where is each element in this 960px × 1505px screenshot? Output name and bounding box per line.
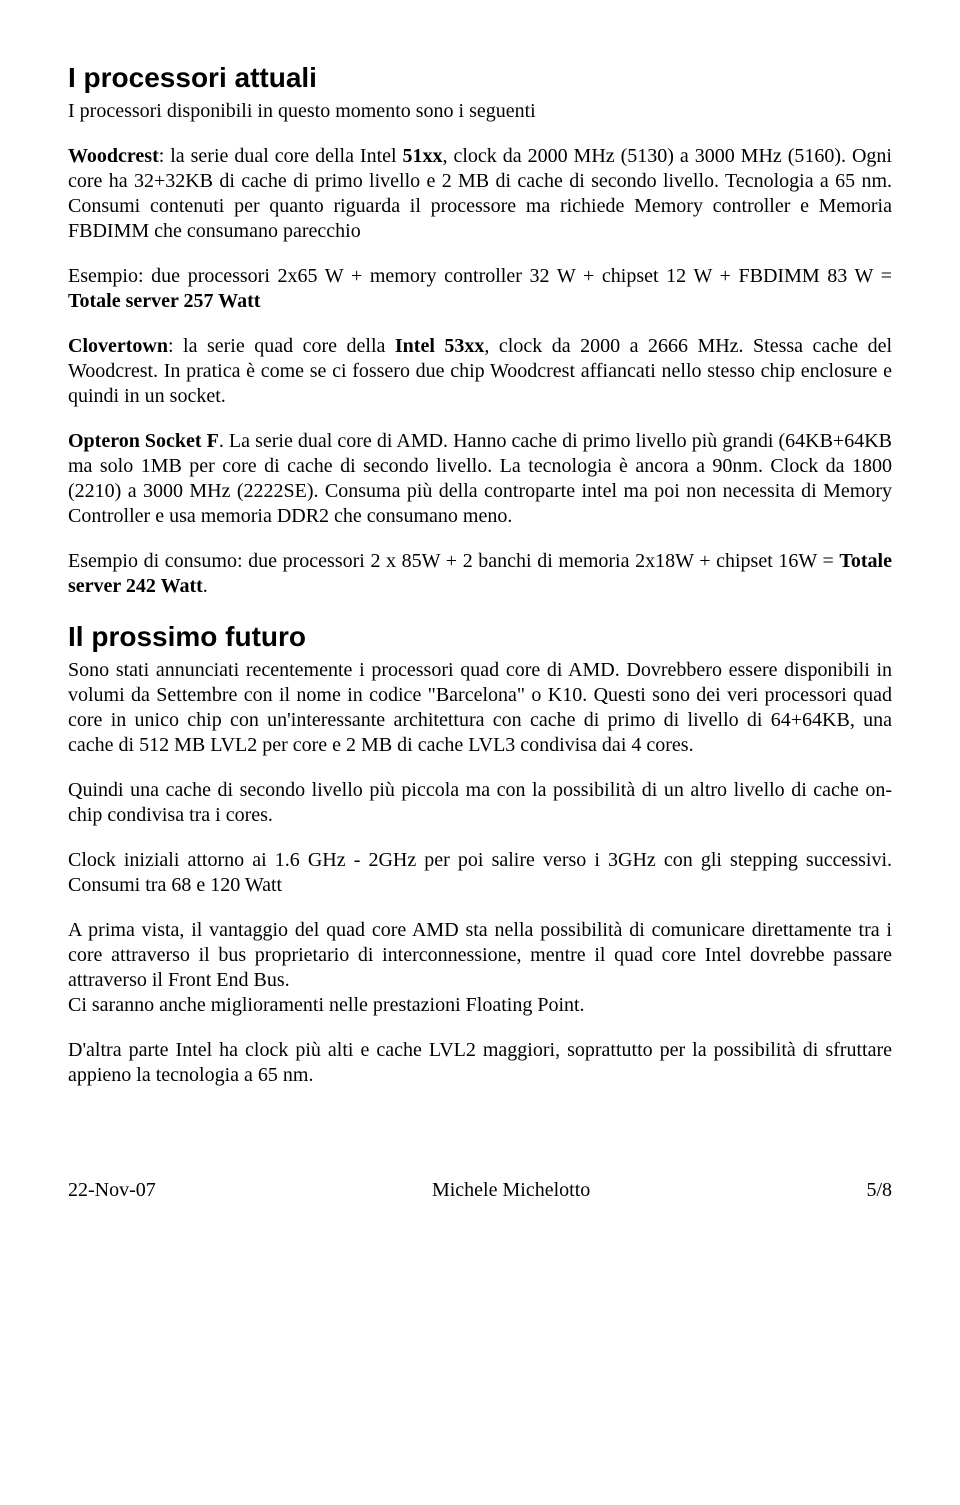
heading-processori-attuali: I processori attuali <box>68 60 892 95</box>
text: Esempio: due processori 2x65 W + memory … <box>68 265 892 287</box>
text: A prima vista, il vantaggio del quad cor… <box>68 919 892 991</box>
text: . <box>203 575 208 597</box>
text: : la serie quad core della <box>168 335 395 357</box>
footer-author: Michele Michelotto <box>432 1178 590 1203</box>
intel-53xx: Intel 53xx <box>395 335 485 357</box>
clock-paragraph: Clock iniziali attorno ai 1.6 GHz - 2GHz… <box>68 848 892 898</box>
text: : la serie dual core della Intel <box>159 145 403 167</box>
opteron-paragraph: Opteron Socket F. La serie dual core di … <box>68 429 892 529</box>
woodcrest-label: Woodcrest <box>68 145 159 167</box>
page-footer: 22-Nov-07 Michele Michelotto 5/8 <box>68 1178 892 1203</box>
totale-257: Totale server 257 Watt <box>68 290 260 312</box>
esempio-woodcrest: Esempio: due processori 2x65 W + memory … <box>68 264 892 314</box>
footer-date: 22-Nov-07 <box>68 1178 156 1203</box>
floating-point-paragraph: Ci saranno anche miglioramenti nelle pre… <box>68 993 892 1018</box>
clovertown-label: Clovertown <box>68 335 168 357</box>
amd-advantage-paragraph: A prima vista, il vantaggio del quad cor… <box>68 918 892 993</box>
clovertown-paragraph: Clovertown: la serie quad core della Int… <box>68 334 892 409</box>
heading-prossimo-futuro: Il prossimo futuro <box>68 619 892 654</box>
intel-advantage-paragraph: D'altra parte Intel ha clock più alti e … <box>68 1038 892 1088</box>
barcelona-paragraph: Sono stati annunciati recentemente i pro… <box>68 658 892 758</box>
intel-51xx: 51xx <box>403 145 443 167</box>
text: Esempio di consumo: due processori 2 x 8… <box>68 550 839 572</box>
cache-paragraph: Quindi una cache di secondo livello più … <box>68 778 892 828</box>
opteron-label: Opteron Socket F <box>68 430 219 452</box>
woodcrest-paragraph: Woodcrest: la serie dual core della Inte… <box>68 144 892 244</box>
intro-paragraph: I processori disponibili in questo momen… <box>68 99 892 124</box>
esempio-opteron: Esempio di consumo: due processori 2 x 8… <box>68 549 892 599</box>
footer-page: 5/8 <box>866 1178 892 1203</box>
